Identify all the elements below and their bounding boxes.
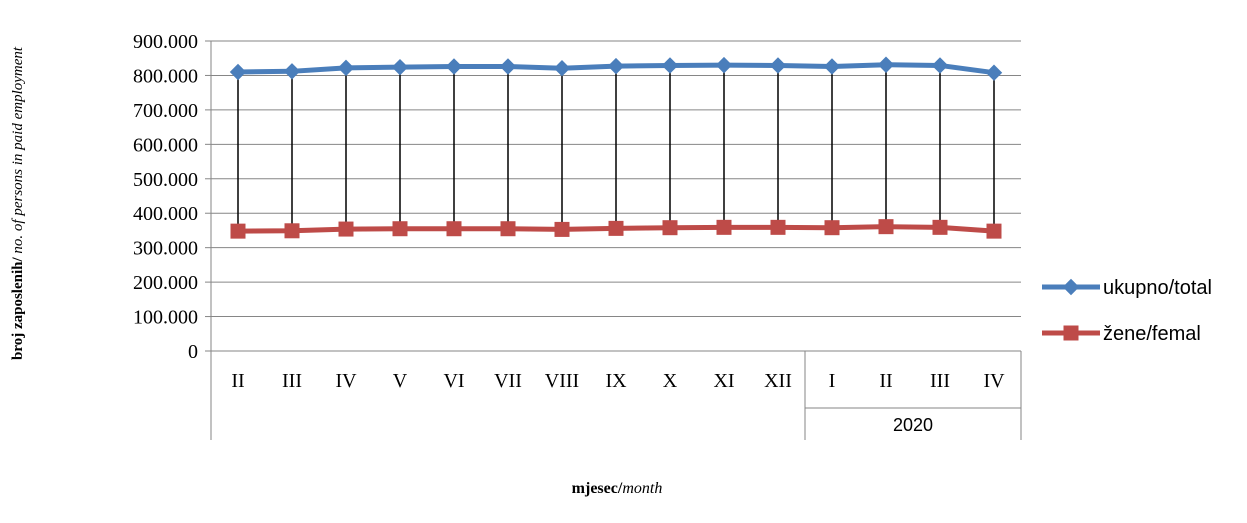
data-point <box>284 223 300 239</box>
x-tick-label: V <box>393 370 408 392</box>
data-point <box>877 56 895 73</box>
legend-marker <box>1062 278 1080 296</box>
series-lines <box>229 56 1003 239</box>
data-point <box>986 223 1002 239</box>
data-point <box>392 221 408 237</box>
data-point <box>499 58 517 75</box>
data-point <box>824 220 840 236</box>
data-point <box>338 221 354 237</box>
legend-marker <box>1063 325 1079 341</box>
data-point <box>230 223 246 239</box>
data-point <box>337 59 355 77</box>
series-female <box>230 219 1002 239</box>
x-axis-title-bold: mjesec/ <box>572 480 623 497</box>
x-tick-label: IV <box>983 370 1005 392</box>
data-point <box>446 221 462 237</box>
y-tick-labels: 0 100.000 200.000 300.000 400.000 500.000 600.… <box>133 31 198 363</box>
x-tick-label: XII <box>764 370 792 392</box>
y-tick-label: 400.000 <box>133 203 198 225</box>
x-axis-title: mjesec/month <box>572 480 663 497</box>
legend-label: žene/femal <box>1103 323 1201 345</box>
y-tick-label: 300.000 <box>133 238 198 260</box>
x-tick-label: I <box>829 370 836 392</box>
y-tick-label: 200.000 <box>133 272 198 294</box>
y-tick-label: 0 <box>188 341 198 363</box>
x-tick-label: X <box>663 370 678 392</box>
y-axis-title-bold: broj zaposlenih/ <box>10 257 26 360</box>
data-point <box>932 219 948 235</box>
data-point <box>445 58 463 75</box>
y-tick-label: 700.000 <box>133 100 198 122</box>
x-tick-label: VIII <box>545 370 579 392</box>
x-tick-label: XI <box>713 370 734 392</box>
data-point <box>229 63 247 81</box>
x-axis-title-italic: month <box>622 480 662 497</box>
x-tick-label: VI <box>443 370 464 392</box>
data-point <box>931 57 949 74</box>
data-point <box>607 57 625 75</box>
legend-item: ukupno/total <box>1042 277 1212 299</box>
series-total <box>229 56 1003 81</box>
data-point <box>391 58 409 76</box>
x-tick-label: II <box>879 370 892 392</box>
data-point <box>985 64 1003 81</box>
data-point <box>661 57 679 74</box>
data-point <box>770 219 786 235</box>
x-tick-label: VII <box>494 370 522 392</box>
axes <box>205 40 1022 440</box>
x-tick-label: IX <box>605 370 627 392</box>
x-tick-label: IV <box>335 370 357 392</box>
y-tick-label: 500.000 <box>133 169 198 191</box>
legend: ukupno/total žene/femal <box>1042 277 1212 345</box>
data-point <box>554 221 570 237</box>
y-tick-label: 100.000 <box>133 307 198 329</box>
x-tick-label: II <box>231 370 244 392</box>
data-point <box>769 57 787 74</box>
data-point <box>553 60 571 77</box>
legend-label: ukupno/total <box>1103 277 1212 299</box>
y-tick-label: 800.000 <box>133 65 198 87</box>
data-point <box>823 58 841 75</box>
legend-item: žene/femal <box>1042 323 1201 345</box>
group-label: 2020 <box>893 415 933 435</box>
data-point <box>715 56 733 74</box>
data-point <box>662 220 678 236</box>
y-tick-label: 600.000 <box>133 134 198 156</box>
y-axis-title-italic: no. of persons in paid employment <box>10 46 26 257</box>
data-point <box>608 220 624 236</box>
data-point <box>283 63 301 80</box>
data-point <box>716 219 732 235</box>
y-tick-label: 900.000 <box>133 31 198 53</box>
data-point <box>878 219 894 235</box>
x-tick-label: III <box>282 370 302 392</box>
x-tick-label: III <box>930 370 950 392</box>
data-point <box>500 221 516 237</box>
high-low-lines <box>237 64 995 232</box>
y-axis-title: broj zaposlenih/ no. of persons in paid … <box>10 46 26 360</box>
